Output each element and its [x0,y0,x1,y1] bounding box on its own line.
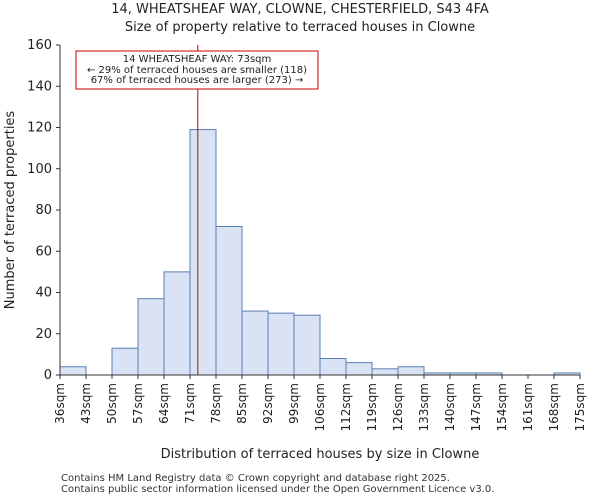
x-tick-label: 78sqm [209,383,223,424]
x-tick-label: 50sqm [105,383,119,424]
chart-title: 14, WHEATSHEAF WAY, CLOWNE, CHESTERFIELD… [111,2,489,17]
x-tick-label: 71sqm [183,383,197,424]
x-tick-label: 106sqm [313,383,327,431]
x-tick-label: 140sqm [443,383,457,431]
bars-group [59,129,581,376]
y-tick-label: 20 [35,327,52,342]
histogram-bar [189,129,217,376]
histogram-bar [163,271,191,376]
annotation-line-1: 14 WHEATSHEAF WAY: 73sqm [123,54,272,65]
y-axis-label: Number of terraced properties [3,111,18,310]
histogram-bar [293,314,321,376]
annotation-box: 14 WHEATSHEAF WAY: 73sqm ← 29% of terrac… [75,50,319,90]
x-tick-label: 119sqm [365,383,379,431]
x-tick-label: 133sqm [417,383,431,431]
x-tick-label: 57sqm [131,383,145,424]
x-tick-label: 92sqm [261,383,275,424]
y-tick-label: 160 [27,38,52,53]
histogram-bar [371,368,399,376]
x-tick-label: 175sqm [573,383,587,431]
y-tick-label: 100 [27,162,52,177]
histogram-bar [397,366,425,376]
histogram-bar [267,312,295,376]
x-tick-label: 161sqm [521,383,535,431]
histogram-bar [137,298,165,376]
y-tick-label: 40 [35,286,52,301]
histogram-bar [319,358,347,376]
histogram-bar [59,366,87,376]
annotation-line-3: 67% of terraced houses are larger (273) … [91,75,304,86]
histogram-chart: 0 20 40 60 80 100 120 140 160 36sqm 43sqm 50sqm 57sq… [3,38,587,462]
x-tick-label: 36sqm [53,383,67,424]
x-tick-label: 168sqm [547,383,561,431]
y-tick-label: 60 [35,244,52,259]
histogram-bar [111,347,139,376]
histogram-bar [215,226,243,376]
y-tick-label: 80 [35,203,52,218]
y-tick-label: 120 [27,121,52,136]
y-tick-label: 0 [44,368,52,383]
footer-line-2: Contains public sector information licen… [61,484,495,495]
x-tick-label: 99sqm [287,383,301,424]
footer-line-1: Contains HM Land Registry data © Crown c… [61,473,450,484]
x-tick-label: 64sqm [157,383,171,424]
x-tick-label: 43sqm [79,383,93,424]
chart-subtitle: Size of property relative to terraced ho… [124,20,476,35]
y-tick-label: 140 [27,79,52,94]
x-tick-label: 85sqm [235,383,249,424]
histogram-bar [345,362,373,376]
histogram-bar [241,310,269,376]
ticks-group: 0 20 40 60 80 100 120 140 160 36sqm 43sqm 50sqm 57sq… [27,38,587,431]
x-tick-label: 112sqm [339,383,353,431]
x-tick-label: 147sqm [469,383,483,431]
x-tick-label: 126sqm [391,383,405,431]
annotation-frame [75,50,319,90]
x-tick-label: 154sqm [495,383,509,431]
x-axis-label: Distribution of terraced houses by size … [161,447,480,462]
annotation-line-2: ← 29% of terraced houses are smaller (11… [87,65,307,76]
